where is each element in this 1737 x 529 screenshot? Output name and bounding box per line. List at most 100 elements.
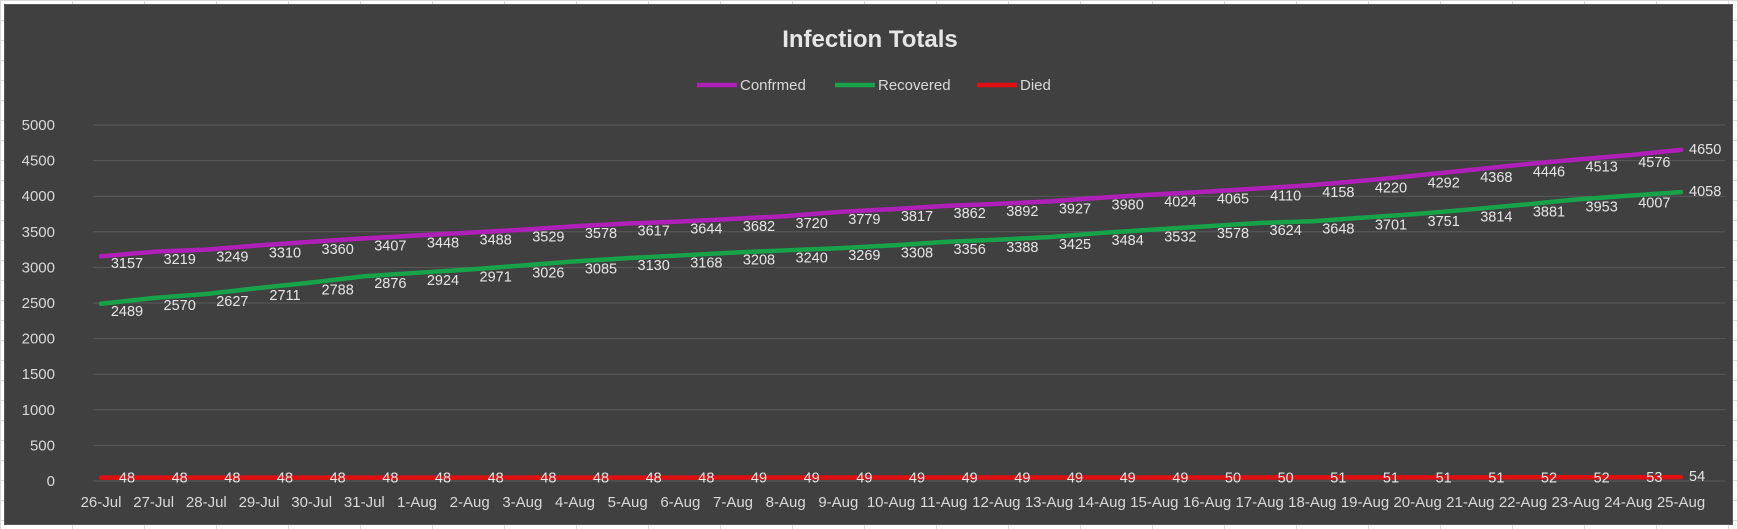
data-label: 48: [435, 471, 451, 487]
data-label: 2924: [427, 273, 459, 289]
x-tick-label: 22-Aug: [1499, 494, 1547, 511]
x-tick-label: 31-Jul: [344, 494, 385, 511]
data-label: 3720: [796, 216, 828, 232]
y-tick-label: 0: [47, 473, 55, 490]
data-label: 3168: [690, 255, 722, 271]
y-tick-label: 3500: [22, 224, 55, 241]
data-label: 3682: [743, 219, 775, 235]
data-label: 3484: [1112, 233, 1144, 249]
data-label: 3532: [1164, 230, 1196, 246]
x-tick-label: 10-Aug: [867, 494, 915, 511]
data-label: 3648: [1322, 221, 1354, 237]
x-tick-label: 2-Aug: [450, 494, 490, 511]
data-label: 48: [646, 471, 662, 487]
data-label: 48: [593, 471, 609, 487]
x-tick-label: 25-Aug: [1657, 494, 1705, 511]
data-label: 2788: [322, 282, 354, 298]
y-tick-label: 4000: [22, 188, 55, 205]
data-label: 2489: [111, 304, 143, 320]
data-label: 51: [1383, 470, 1399, 486]
data-label: 49: [856, 471, 872, 487]
data-label: 3624: [1270, 223, 1302, 239]
data-label: 4576: [1638, 155, 1670, 171]
x-tick-label: 16-Aug: [1183, 494, 1231, 511]
data-label: 3026: [532, 266, 564, 282]
data-label: 48: [488, 471, 504, 487]
y-tick-label: 3000: [22, 259, 55, 276]
y-tick-label: 1000: [22, 402, 55, 419]
data-label: 51: [1436, 470, 1452, 486]
line-chart: Infection Totals Confrmed Recovered Died 0…: [22, 26, 1725, 511]
data-label: 4065: [1217, 192, 1249, 208]
data-label: 49: [962, 471, 978, 487]
data-label: 3356: [954, 242, 986, 258]
chart-area[interactable]: Infection Totals Confrmed Recovered Died 0…: [4, 4, 1733, 525]
data-label: 4292: [1428, 175, 1460, 191]
series-lines: [98, 147, 1684, 480]
x-tick-label: 15-Aug: [1130, 494, 1178, 511]
data-label: 3953: [1586, 200, 1618, 216]
data-label: 3980: [1112, 198, 1144, 214]
data-label: 50: [1278, 470, 1294, 486]
x-tick-label: 17-Aug: [1235, 494, 1283, 511]
data-label: 3529: [532, 230, 564, 246]
data-label: 3388: [1006, 240, 1038, 256]
y-tick-label: 2500: [22, 295, 55, 312]
data-label: 49: [1120, 471, 1136, 487]
data-label: 3310: [269, 245, 301, 261]
data-label: 3157: [111, 256, 143, 272]
x-tick-label: 18-Aug: [1288, 494, 1336, 511]
data-label: 51: [1488, 470, 1504, 486]
data-label: 3360: [322, 242, 354, 258]
data-label: 2570: [164, 298, 196, 314]
data-label: 48: [119, 471, 135, 487]
data-label: 54: [1689, 469, 1705, 485]
data-label: 49: [751, 471, 767, 487]
data-label: 4158: [1322, 185, 1354, 201]
legend-label: Died: [1020, 77, 1051, 94]
data-label: 2711: [269, 288, 300, 304]
legend: Confrmed Recovered Died: [697, 77, 1051, 94]
y-tick-label: 2000: [22, 331, 55, 348]
data-label: 4513: [1586, 160, 1618, 176]
data-label: 3308: [901, 245, 933, 261]
data-label: 3488: [480, 233, 512, 249]
data-label: 3578: [1217, 226, 1249, 242]
chart-title: Infection Totals: [782, 26, 958, 53]
x-tick-label: 9-Aug: [818, 494, 858, 511]
data-label: 51: [1330, 470, 1346, 486]
data-label: 48: [382, 471, 398, 487]
data-label: 3892: [1006, 204, 1038, 220]
data-label: 3617: [638, 223, 670, 239]
data-label: 3425: [1059, 237, 1091, 253]
x-tick-label: 27-Jul: [133, 494, 174, 511]
data-label: 4007: [1638, 196, 1670, 212]
data-label: 52: [1541, 470, 1557, 486]
x-tick-label: 19-Aug: [1341, 494, 1389, 511]
data-label: 53: [1646, 470, 1662, 486]
x-tick-label: 29-Jul: [239, 494, 280, 511]
x-tick-label: 24-Aug: [1604, 494, 1652, 511]
data-label: 4446: [1533, 164, 1565, 180]
data-label: 3219: [164, 252, 196, 268]
data-label: 4220: [1375, 181, 1407, 197]
data-label: 48: [172, 471, 188, 487]
data-label: 3448: [427, 236, 459, 252]
y-tick-label: 5000: [22, 117, 55, 134]
data-labels: 3157 3219 3249 3310 3360 3407 3448 3488 3529 3578…: [111, 142, 1721, 487]
data-label: 3881: [1533, 205, 1565, 221]
data-label: 2971: [480, 269, 512, 285]
data-label: 3085: [585, 261, 617, 277]
data-label: 48: [698, 471, 714, 487]
data-label: 4024: [1164, 194, 1196, 210]
gridlines: [93, 124, 1725, 482]
x-tick-label: 30-Jul: [291, 494, 332, 511]
data-label: 48: [330, 471, 346, 487]
data-label: 3578: [585, 226, 617, 242]
legend-label: Recovered: [878, 77, 951, 94]
data-label: 4110: [1270, 188, 1301, 204]
data-label: 49: [804, 471, 820, 487]
legend-label: Confrmed: [740, 77, 806, 94]
data-label: 4368: [1480, 170, 1512, 186]
series-line-recovered: [98, 189, 1684, 307]
